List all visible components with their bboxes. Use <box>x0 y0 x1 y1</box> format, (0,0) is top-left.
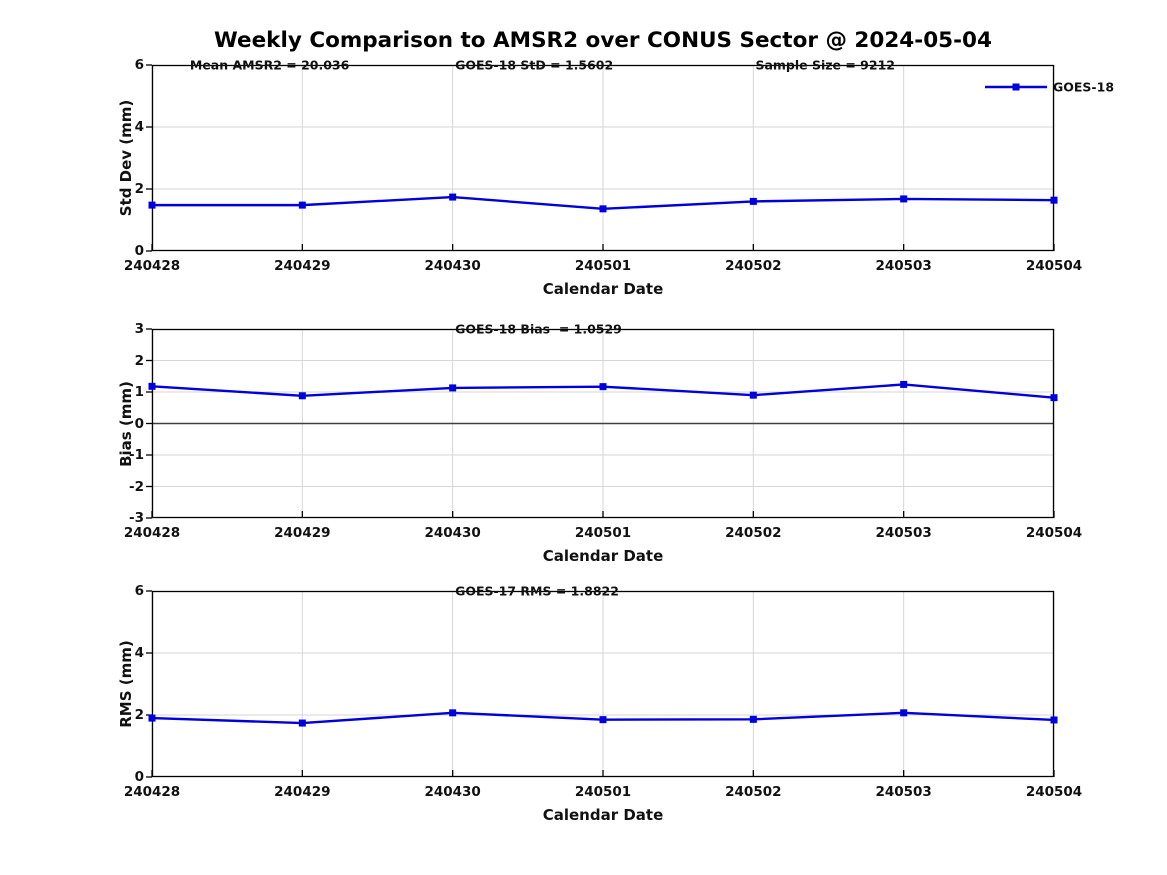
data-point-marker <box>1050 716 1058 724</box>
data-point-marker <box>900 195 908 203</box>
y-tick-label: -3 <box>129 510 144 526</box>
data-point-marker <box>298 392 306 400</box>
data-point-marker <box>1050 196 1058 204</box>
legend-marker <box>1012 83 1020 91</box>
y-tick-label: 4 <box>134 119 144 135</box>
y-tick-label: 2 <box>134 707 144 723</box>
y-tick-label: 0 <box>134 243 144 259</box>
y-tick-label: 0 <box>134 415 144 432</box>
y-tick-label: 0 <box>134 769 144 785</box>
x-tick-label: 240502 <box>725 258 782 274</box>
data-point-marker <box>148 714 156 722</box>
y-tick-label: 4 <box>134 645 144 661</box>
x-tick-label: 240503 <box>875 525 932 541</box>
y-tick-label: 1 <box>134 384 144 400</box>
data-point-marker <box>449 709 457 717</box>
data-point-marker <box>599 205 607 213</box>
x-tick-label: 240430 <box>424 525 481 541</box>
x-tick-label: 240501 <box>574 258 632 274</box>
x-tick-label: 240502 <box>725 525 782 541</box>
x-tick-label: 240502 <box>725 784 782 800</box>
data-point-marker <box>1050 394 1058 402</box>
subplot-0-plot-area <box>146 64 1058 252</box>
annotation-text: GOES-18 Bias = 1.0529 <box>455 321 622 337</box>
figure-title: Weekly Comparison to AMSR2 over CONUS Se… <box>214 28 992 53</box>
y-axis-label: Std Dev (mm) <box>117 99 135 217</box>
x-tick-label: 240504 <box>1025 525 1083 541</box>
data-point-marker <box>749 715 757 723</box>
x-tick-label: 240504 <box>1025 258 1083 274</box>
data-point-marker <box>449 193 457 201</box>
y-tick-label: -2 <box>129 478 144 495</box>
x-tick-label: 240428 <box>123 258 181 274</box>
data-point-marker <box>148 382 156 390</box>
x-tick-label: 240429 <box>274 258 331 274</box>
data-point-marker <box>900 709 908 717</box>
y-tick-label: 2 <box>134 352 144 369</box>
x-tick-label: 240429 <box>274 784 331 800</box>
data-point-marker <box>749 197 757 205</box>
x-tick-label: 240429 <box>274 525 331 541</box>
x-axis-label: Calendar Date <box>542 547 664 565</box>
data-point-marker <box>449 384 457 392</box>
legend-label: GOES-18 <box>1053 79 1115 95</box>
x-tick-label: 240501 <box>574 525 632 541</box>
y-axis-label: RMS (mm) <box>117 640 135 728</box>
annotation-text: GOES-18 StD = 1.5602 <box>455 57 614 73</box>
y-tick-label: -1 <box>129 447 144 463</box>
x-axis-label: Calendar Date <box>542 806 664 824</box>
data-point-marker <box>298 201 306 209</box>
x-tick-label: 240501 <box>574 784 632 800</box>
x-tick-label: 240430 <box>424 258 481 274</box>
x-tick-label: 240428 <box>123 784 181 800</box>
x-tick-label: 240503 <box>875 258 932 274</box>
annotation-text: GOES-17 RMS = 1.8822 <box>455 583 619 599</box>
y-tick-label: 3 <box>134 321 144 337</box>
data-point-marker <box>900 380 908 388</box>
x-tick-label: 240428 <box>123 525 181 541</box>
data-point-marker <box>599 716 607 724</box>
x-tick-label: 240430 <box>424 784 481 800</box>
data-point-marker <box>298 719 306 727</box>
y-axis-label: Bias (mm) <box>117 380 135 467</box>
data-point-marker <box>148 201 156 209</box>
y-tick-label: 6 <box>134 583 144 599</box>
subplot-1-plot-area <box>146 328 1058 519</box>
subplot-2-plot-area <box>146 590 1058 778</box>
x-axis-label: Calendar Date <box>542 280 664 298</box>
y-tick-label: 6 <box>134 57 144 73</box>
data-point-marker <box>599 383 607 391</box>
annotation-text: Mean AMSR2 = 20.036 <box>189 57 350 73</box>
data-point-marker <box>749 391 757 399</box>
y-tick-label: 2 <box>134 181 144 197</box>
x-tick-label: 240503 <box>875 784 932 800</box>
annotation-text: Sample Size = 9212 <box>755 57 895 73</box>
x-tick-label: 240504 <box>1025 784 1083 800</box>
legend-line-sample <box>985 83 1047 91</box>
